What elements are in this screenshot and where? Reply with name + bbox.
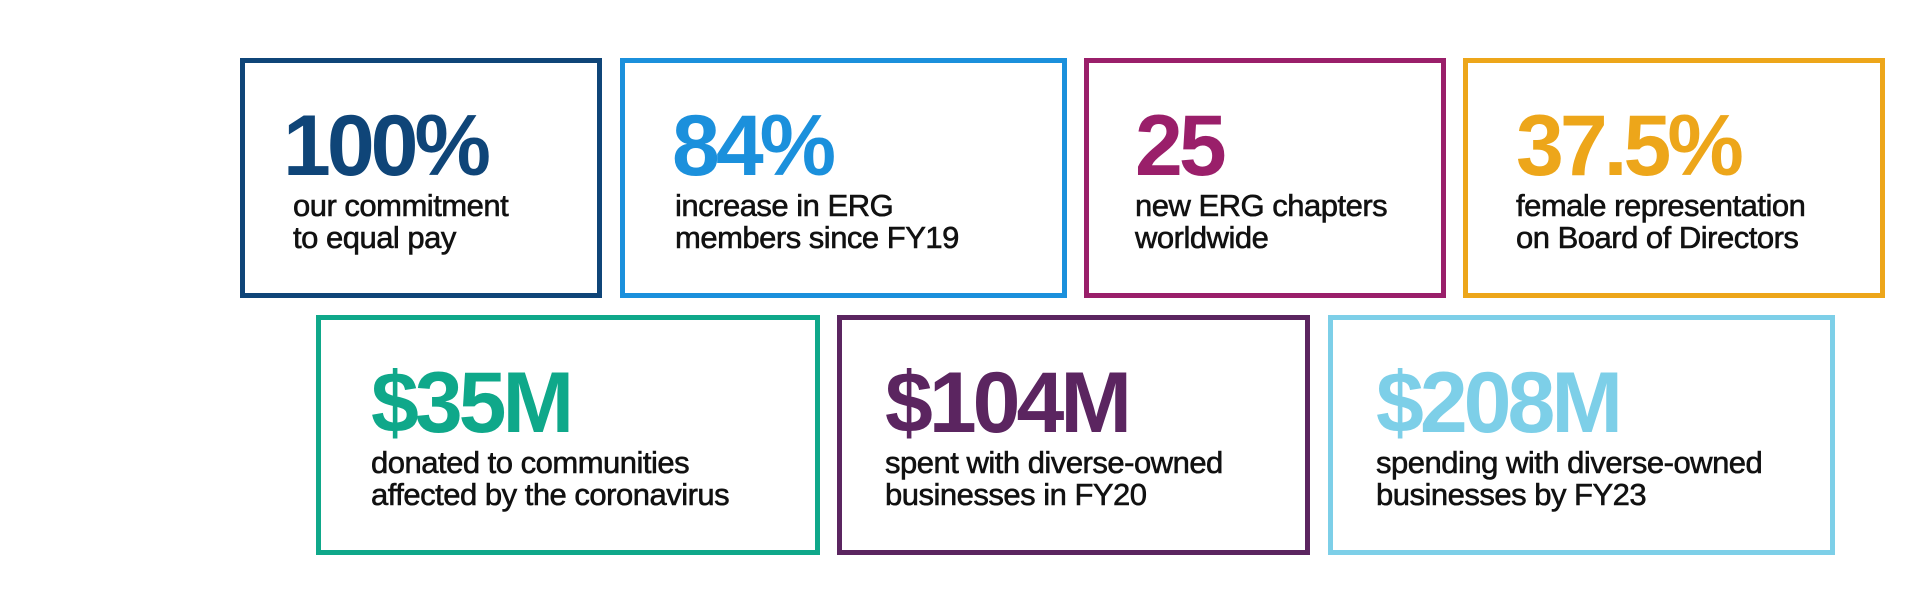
- stat-description: spending with diverse-owned businesses b…: [1376, 445, 1763, 512]
- stat-description-line: female representation: [1516, 188, 1806, 223]
- stat-description-line: to equal pay: [293, 220, 457, 255]
- stat-value: 100%: [283, 98, 491, 194]
- stat-description-line: businesses in FY20: [885, 477, 1148, 512]
- stat-description: donated to communities affected by the c…: [371, 445, 730, 512]
- stat-card-female-board: 37.5% female representation on Board of …: [1463, 58, 1885, 298]
- stat-value: $35M: [371, 355, 574, 451]
- stat-description-line: increase in ERG: [675, 188, 894, 223]
- stat-description-line: our commitment: [293, 188, 509, 223]
- stat-card-diverse-spend-fy23: $208M spending with diverse-owned busine…: [1328, 315, 1835, 555]
- stat-description-line: members since FY19: [675, 220, 960, 255]
- stat-description-line: spent with diverse-owned: [885, 445, 1224, 480]
- stat-card-equal-pay: 100% our commitment to equal pay: [240, 58, 602, 298]
- stat-description-line: businesses by FY23: [1376, 477, 1647, 512]
- stat-description-line: spending with diverse-owned: [1376, 445, 1763, 480]
- stat-description: our commitment to equal pay: [293, 188, 509, 255]
- stat-card-erg-members: 84% increase in ERG members since FY19: [620, 58, 1067, 298]
- stat-card-donations: $35M donated to communities affected by …: [316, 315, 820, 555]
- stat-card-diverse-spend-fy20: $104M spent with diverse-owned businesse…: [837, 315, 1310, 555]
- stat-description: new ERG chapters worldwide: [1135, 188, 1388, 255]
- stat-description-line: worldwide: [1135, 220, 1269, 255]
- stat-description: female representation on Board of Direct…: [1516, 188, 1806, 255]
- stat-description-line: affected by the coronavirus: [371, 477, 730, 512]
- stat-description: spent with diverse-owned businesses in F…: [885, 445, 1224, 512]
- stat-description-line: new ERG chapters: [1135, 188, 1388, 223]
- stat-description: increase in ERG members since FY19: [675, 188, 960, 255]
- stat-value: $104M: [885, 355, 1132, 451]
- stat-value: 25: [1135, 98, 1227, 194]
- stat-value: 84%: [672, 98, 836, 194]
- stat-card-erg-chapters: 25 new ERG chapters worldwide: [1084, 58, 1446, 298]
- stat-description-line: donated to communities: [371, 445, 690, 480]
- stat-value: $208M: [1376, 355, 1623, 451]
- stat-value: 37.5%: [1516, 98, 1744, 194]
- stat-description-line: on Board of Directors: [1516, 220, 1800, 255]
